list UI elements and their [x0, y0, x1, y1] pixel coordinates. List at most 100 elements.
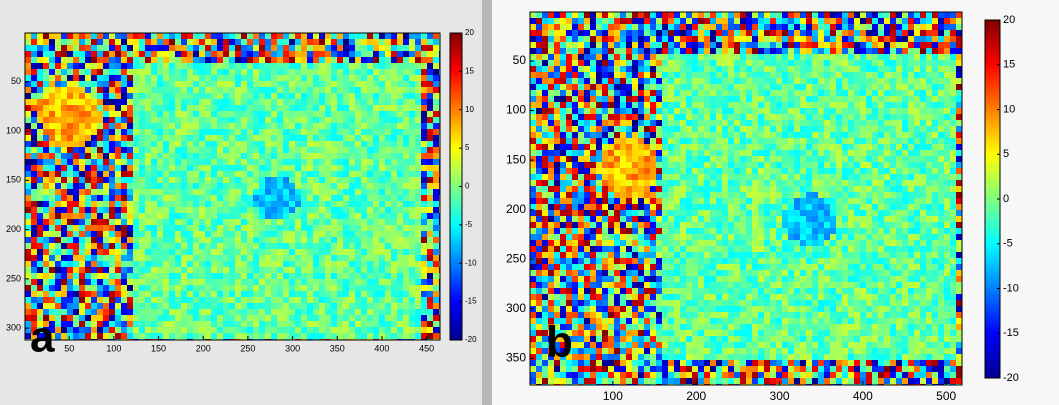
pixel	[548, 96, 554, 102]
pixel	[830, 36, 836, 42]
pixel	[67, 261, 73, 267]
pixel	[247, 63, 253, 69]
pixel	[890, 78, 896, 84]
pixel	[319, 321, 325, 327]
pixel	[235, 303, 241, 309]
colorbar-tick-label: 15	[465, 66, 474, 75]
pixel	[716, 18, 722, 24]
pixel	[25, 159, 31, 165]
pixel	[217, 201, 223, 207]
pixel	[67, 123, 73, 129]
pixel	[241, 111, 247, 117]
pixel	[97, 243, 103, 249]
pixel	[385, 93, 391, 99]
pixel	[211, 177, 217, 183]
pixel	[373, 141, 379, 147]
pixel	[121, 267, 127, 273]
pixel	[866, 18, 872, 24]
pixel	[427, 39, 433, 45]
pixel	[229, 63, 235, 69]
pixel	[896, 84, 902, 90]
pixel	[956, 90, 962, 96]
pixel	[271, 327, 277, 333]
pixel	[560, 78, 566, 84]
pixel	[259, 189, 265, 195]
pixel	[337, 117, 343, 123]
pixel	[67, 219, 73, 225]
pixel	[103, 93, 109, 99]
pixel	[902, 66, 908, 72]
pixel	[37, 45, 43, 51]
pixel	[806, 102, 812, 108]
pixel	[836, 96, 842, 102]
pixel	[61, 321, 67, 327]
pixel	[253, 291, 259, 297]
pixel	[67, 273, 73, 279]
pixel	[265, 297, 271, 303]
pixel	[890, 48, 896, 54]
pixel	[181, 183, 187, 189]
pixel	[241, 201, 247, 207]
pixel	[145, 171, 151, 177]
pixel	[55, 219, 61, 225]
pixel	[427, 69, 433, 75]
pixel	[427, 183, 433, 189]
pixel	[325, 183, 331, 189]
pixel	[782, 90, 788, 96]
pixel	[409, 75, 415, 81]
pixel	[355, 309, 361, 315]
pixel	[43, 93, 49, 99]
pixel	[854, 36, 860, 42]
pixel	[133, 171, 139, 177]
pixel	[241, 261, 247, 267]
pixel	[770, 102, 776, 108]
pixel	[385, 111, 391, 117]
pixel	[704, 66, 710, 72]
pixel	[85, 255, 91, 261]
pixel	[199, 135, 205, 141]
pixel	[175, 123, 181, 129]
pixel	[253, 231, 259, 237]
pixel	[121, 93, 127, 99]
pixel	[782, 18, 788, 24]
pixel	[415, 321, 421, 327]
pixel	[415, 165, 421, 171]
pixel	[421, 315, 427, 321]
pixel	[67, 117, 73, 123]
pixel	[241, 135, 247, 141]
pixel	[193, 159, 199, 165]
pixel	[259, 159, 265, 165]
pixel	[373, 201, 379, 207]
pixel	[433, 219, 439, 225]
pixel	[770, 18, 776, 24]
pixel	[908, 54, 914, 60]
pixel	[31, 87, 37, 93]
pixel	[163, 297, 169, 303]
pixel	[31, 81, 37, 87]
pixel	[746, 84, 752, 90]
pixel	[530, 72, 536, 78]
pixel	[896, 90, 902, 96]
pixel	[596, 48, 602, 54]
pixel	[301, 201, 307, 207]
pixel	[800, 84, 806, 90]
pixel	[608, 18, 614, 24]
pixel	[61, 279, 67, 285]
pixel	[746, 108, 752, 114]
pixel	[614, 12, 620, 18]
pixel	[313, 69, 319, 75]
pixel	[530, 102, 536, 108]
pixel	[277, 87, 283, 93]
pixel	[97, 153, 103, 159]
pixel	[716, 108, 722, 114]
pixel	[43, 273, 49, 279]
pixel	[133, 219, 139, 225]
pixel	[325, 261, 331, 267]
pixel	[794, 12, 800, 18]
pixel	[361, 141, 367, 147]
pixel	[920, 114, 926, 120]
pixel	[127, 243, 133, 249]
pixel	[37, 219, 43, 225]
pixel	[379, 261, 385, 267]
pixel	[367, 63, 373, 69]
